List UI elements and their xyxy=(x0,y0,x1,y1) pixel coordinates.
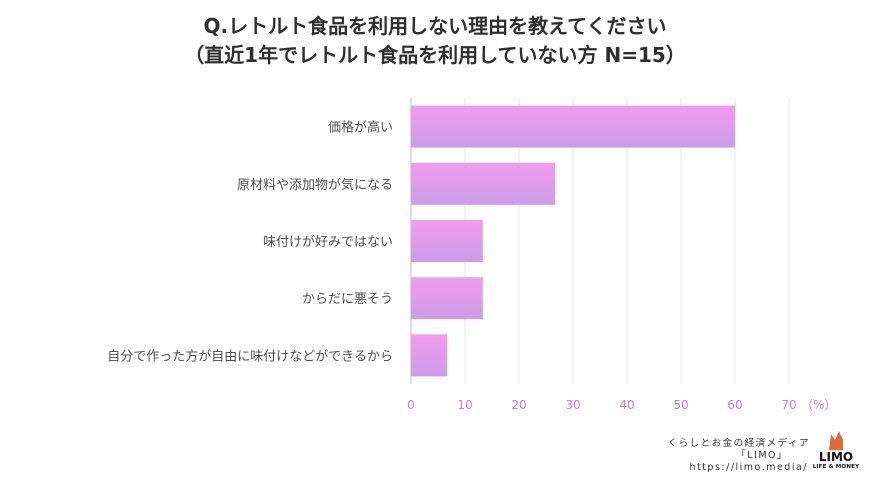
category-label: 価格が高い xyxy=(328,120,393,136)
x-tick-label: 60 xyxy=(727,398,742,412)
x-tick-label: 40 xyxy=(619,398,634,412)
x-tick-label: 10 xyxy=(457,398,472,412)
bar xyxy=(411,105,735,148)
bars xyxy=(411,105,735,377)
footer-url: https://limo.media/ xyxy=(689,462,808,473)
bar xyxy=(411,220,483,262)
chart-title-line1: Q.レトルト食品を利用しない理由を教えてください xyxy=(203,14,667,38)
category-labels: 価格が高い原材料や添加物が気になる味付けが好みではないからだに悪そう自分で作った… xyxy=(107,120,393,365)
x-tick-label: 20 xyxy=(511,398,526,412)
limo-dog-logo-icon xyxy=(829,431,843,450)
x-unit-label: （%） xyxy=(801,398,836,412)
x-tick-label: 0 xyxy=(407,398,415,412)
category-label: からだに悪そう xyxy=(302,292,393,307)
logo-name: LIMO xyxy=(818,450,854,464)
category-label: 原材料や添加物が気になる xyxy=(237,177,393,193)
x-tick-label: 70 xyxy=(781,398,796,412)
logo-subtitle: LIFE & MONEY xyxy=(812,464,860,470)
footer-brand: 「LIMO」 xyxy=(736,450,788,461)
footer-tagline: くらしとお金の経済メディア xyxy=(667,438,810,449)
x-tick-label: 50 xyxy=(673,398,688,412)
bar xyxy=(411,162,556,205)
x-tick-labels: 0 10 20 30 40 50 60 70 xyxy=(407,398,796,412)
bar xyxy=(411,334,448,377)
category-label: 自分で作った方が自由に味付けなどができるから xyxy=(107,348,393,364)
chart-title-line2: （直近1年でレトルト食品を利用していない方 N=15） xyxy=(184,43,686,67)
category-label: 味付けが好みではない xyxy=(263,235,393,250)
x-tick-label: 30 xyxy=(565,398,580,412)
bar xyxy=(411,277,483,320)
